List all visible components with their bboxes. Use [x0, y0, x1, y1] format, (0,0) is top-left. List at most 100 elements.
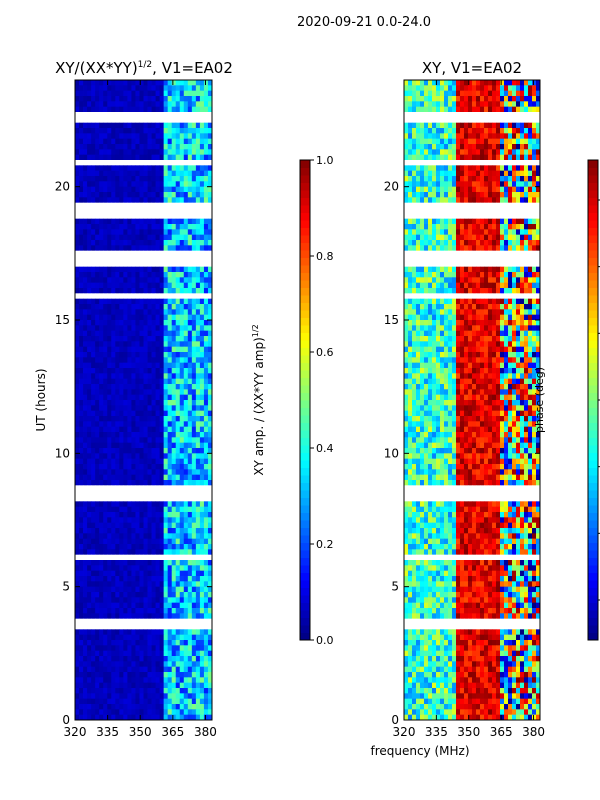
- heatmap-cell: [139, 96, 144, 102]
- heatmap-cell: [207, 80, 213, 86]
- heatmap-cell: [95, 448, 100, 454]
- heatmap-cell: [191, 522, 197, 529]
- heatmap-cell: [512, 112, 517, 118]
- heatmap-cell: [484, 138, 489, 145]
- heatmap-cell: [199, 634, 205, 641]
- heatmap-cell: [79, 277, 84, 284]
- heatmap-cell: [119, 533, 124, 540]
- heatmap-cell: [95, 293, 100, 300]
- heatmap-cell: [99, 501, 104, 508]
- heatmap-cell: [167, 496, 173, 502]
- heatmap-cell: [460, 192, 465, 198]
- heatmap-cell: [183, 138, 189, 145]
- heatmap-cell: [203, 80, 209, 86]
- heatmap-cell: [83, 672, 88, 678]
- heatmap-cell: [203, 330, 209, 337]
- heatmap-cell: [83, 170, 88, 177]
- heatmap-cell: [179, 709, 185, 716]
- heatmap-cell: [103, 240, 108, 246]
- heatmap-cell: [91, 229, 96, 236]
- heatmap-cell: [195, 282, 201, 289]
- heatmap-cell: [147, 341, 152, 348]
- heatmap-cell: [175, 240, 181, 246]
- heatmap-cell: [536, 85, 541, 92]
- heatmap-cell: [179, 96, 185, 102]
- heatmap-cell: [143, 672, 148, 678]
- heatmap-cell: [171, 330, 177, 337]
- colorbar-segment: [300, 535, 310, 543]
- heatmap-cell: [135, 165, 140, 172]
- heatmap-cell: [75, 272, 80, 278]
- heatmap-cell: [135, 122, 140, 129]
- heatmap-cell: [171, 266, 177, 273]
- heatmap-cell: [127, 133, 132, 140]
- heatmap-cell: [448, 192, 453, 198]
- heatmap-cell: [103, 693, 108, 700]
- heatmap-cell: [187, 528, 193, 534]
- heatmap-cell: [131, 560, 136, 566]
- heatmap-cell: [448, 197, 453, 204]
- heatmap-cell: [175, 666, 181, 673]
- heatmap-cell: [404, 186, 409, 193]
- heatmap-cell: [79, 704, 84, 710]
- heatmap-cell: [119, 522, 124, 529]
- heatmap-cell: [95, 576, 100, 582]
- heatmap-cell: [207, 298, 213, 305]
- heatmap-cell: [464, 101, 469, 108]
- heatmap-cell: [203, 202, 209, 209]
- heatmap-cell: [103, 314, 108, 321]
- heatmap-cell: [444, 192, 449, 198]
- heatmap-cell: [504, 144, 509, 150]
- heatmap-cell: [151, 197, 156, 204]
- heatmap-cell: [119, 560, 124, 566]
- heatmap-cell: [175, 661, 181, 668]
- heatmap-cell: [139, 629, 144, 636]
- heatmap-cell: [207, 117, 213, 124]
- heatmap-cell: [155, 506, 161, 513]
- heatmap-cell: [199, 608, 205, 614]
- heatmap-cell: [199, 154, 205, 161]
- heatmap-cell: [139, 416, 144, 422]
- heatmap-cell: [107, 186, 112, 193]
- heatmap-cell: [131, 602, 136, 609]
- heatmap-cell: [123, 693, 128, 700]
- heatmap-cell: [171, 533, 177, 540]
- heatmap-cell: [139, 533, 144, 540]
- heatmap-cell: [91, 352, 96, 358]
- heatmap-cell: [183, 144, 189, 150]
- heatmap-cell: [75, 421, 80, 428]
- heatmap-cell: [87, 554, 92, 561]
- heatmap-cell: [199, 410, 205, 417]
- heatmap-cell: [99, 650, 104, 657]
- heatmap-cell: [179, 469, 185, 476]
- heatmap-cell: [199, 314, 205, 321]
- heatmap-cell: [119, 85, 124, 92]
- heatmap-cell: [183, 208, 189, 214]
- heatmap-cell: [87, 304, 92, 310]
- heatmap-cell: [107, 112, 112, 118]
- heatmap-cell: [127, 458, 132, 465]
- heatmap-cell: [516, 133, 521, 140]
- heatmap-cell: [175, 576, 181, 582]
- heatmap-cell: [171, 661, 177, 668]
- heatmap-cell: [131, 629, 136, 636]
- heatmap-cell: [452, 176, 457, 182]
- heatmap-cell: [167, 597, 173, 604]
- heatmap-cell: [191, 149, 197, 156]
- heatmap-cell: [115, 458, 120, 465]
- heatmap-cell: [167, 464, 173, 470]
- heatmap-cell: [203, 90, 209, 97]
- heatmap-cell: [512, 122, 517, 129]
- heatmap-cell: [99, 282, 104, 289]
- heatmap-cell: [123, 613, 128, 620]
- heatmap-cell: [420, 138, 425, 145]
- heatmap-cell: [139, 634, 144, 641]
- heatmap-cell: [520, 186, 525, 193]
- heatmap-cell: [207, 512, 213, 518]
- heatmap-cell: [107, 501, 112, 508]
- heatmap-cell: [123, 650, 128, 657]
- heatmap-cell: [183, 245, 189, 252]
- heatmap-cell: [127, 378, 132, 385]
- heatmap-cell: [488, 149, 493, 156]
- heatmap-cell: [103, 522, 108, 529]
